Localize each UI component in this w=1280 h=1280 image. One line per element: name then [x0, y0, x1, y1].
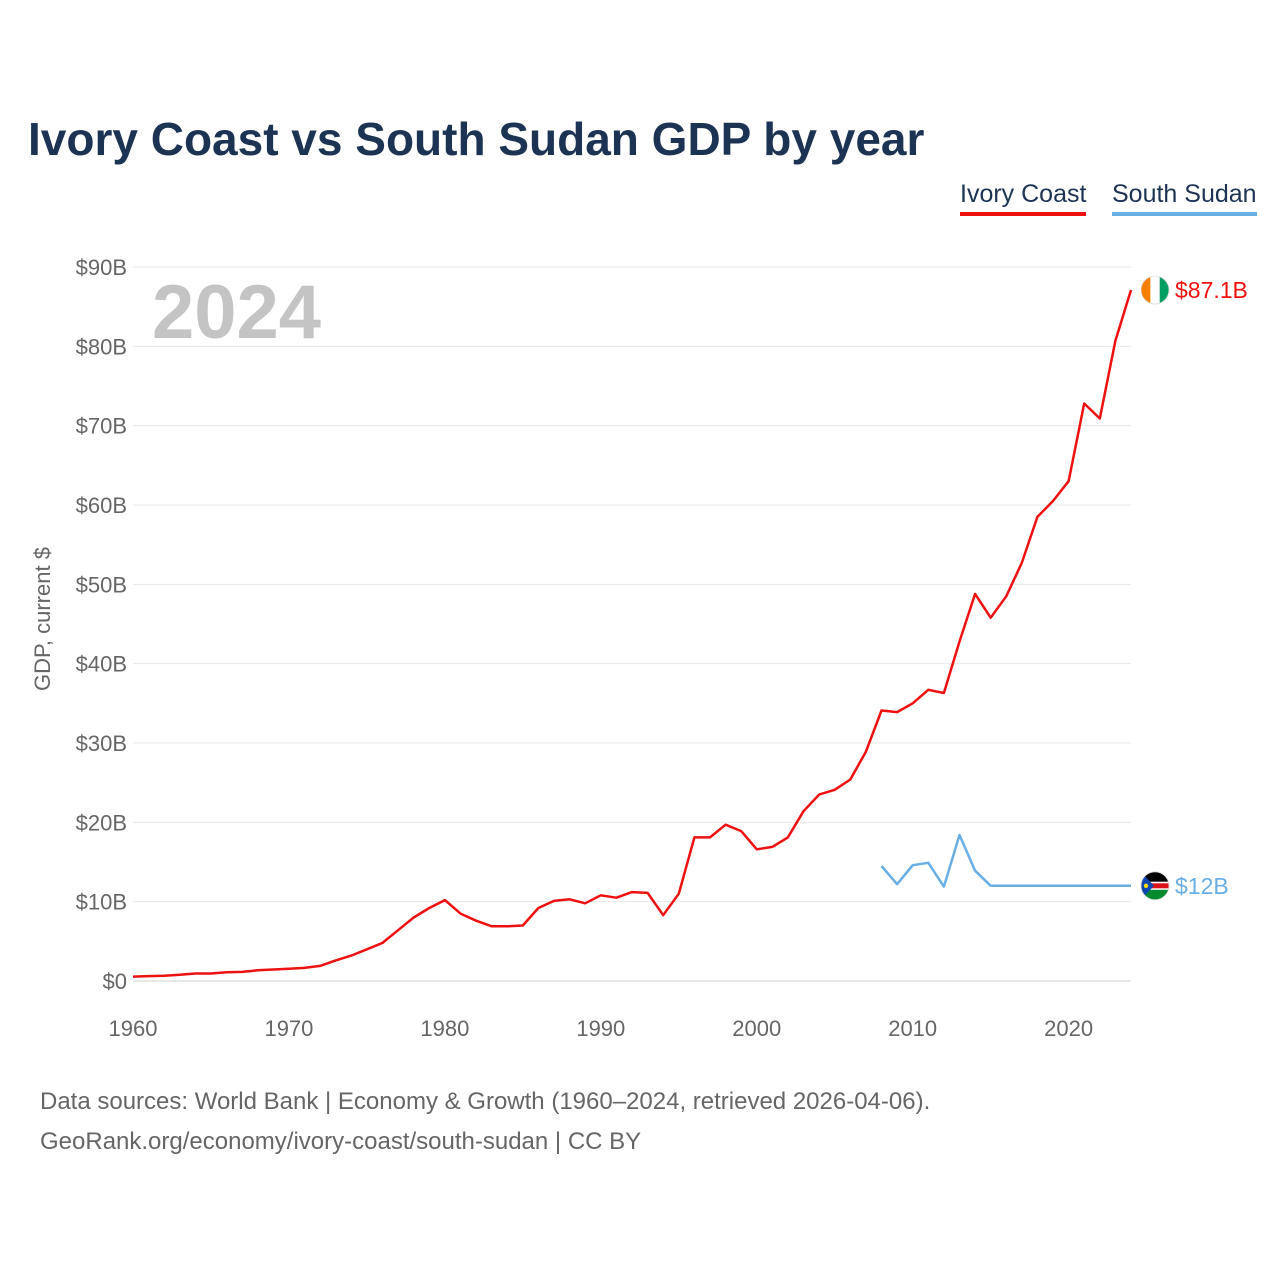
x-tick-label: 1970 [264, 1016, 313, 1041]
x-tick-label: 2010 [888, 1016, 937, 1041]
legend-ivory-coast[interactable]: Ivory Coast [960, 180, 1087, 216]
y-tick-label: $30B [76, 731, 127, 756]
x-tick-label: 1960 [109, 1016, 158, 1041]
flag-ivory-coast-icon [1141, 276, 1169, 305]
y-tick-label: $40B [76, 652, 127, 677]
y-tick-label: $10B [76, 890, 127, 915]
x-tick-label: 1990 [576, 1016, 625, 1041]
y-tick-label: $50B [76, 572, 127, 597]
y-tick-label: $70B [76, 414, 127, 439]
current-year-watermark: 2024 [152, 270, 321, 355]
gridlines [133, 266, 1131, 982]
y-tick-label: $90B [76, 255, 127, 280]
series-line-ivory-coast[interactable] [132, 289, 1133, 978]
end-value-label-ivory-coast: $87.1B [1175, 277, 1248, 303]
source-url-license[interactable]: GeoRank.org/economy/ivory-coast/south-su… [40, 1128, 642, 1155]
series-lines [132, 289, 1133, 978]
footer: Data sources: World Bank | Economy & Gro… [40, 1082, 930, 1162]
series-line-south-sudan[interactable] [880, 833, 1132, 888]
flag-south-sudan-icon [1141, 871, 1169, 900]
x-tick-label: 2020 [1044, 1016, 1093, 1041]
x-tick-label: 1980 [420, 1016, 469, 1041]
end-value-label-south-sudan: $12B [1175, 873, 1229, 899]
y-tick-label: $0 [103, 969, 127, 994]
data-source-note: Data sources: World Bank | Economy & Gro… [40, 1088, 931, 1115]
y-axis-title: GDP, current $ [30, 547, 55, 691]
gdp-line-chart: $0 $10B $20B $30B $40B $50B $60B $70B $80B $90B 1… [30, 255, 1248, 1041]
y-tick-label: $60B [76, 493, 127, 518]
legend-south-sudan[interactable]: South Sudan [1112, 180, 1257, 216]
y-axis-ticks: $0 $10B $20B $30B $40B $50B $60B $70B $80B $90B [76, 255, 127, 994]
x-axis-ticks: 1960 1970 1980 1990 2000 2010 2020 [109, 1016, 1094, 1041]
series-endpoints: $87.1B $12B [1140, 275, 1248, 901]
y-tick-label: $20B [76, 810, 127, 835]
chart-title: Ivory Coast vs South Sudan GDP by year [28, 113, 925, 165]
y-tick-label: $80B [76, 334, 127, 359]
x-tick-label: 2000 [732, 1016, 781, 1041]
